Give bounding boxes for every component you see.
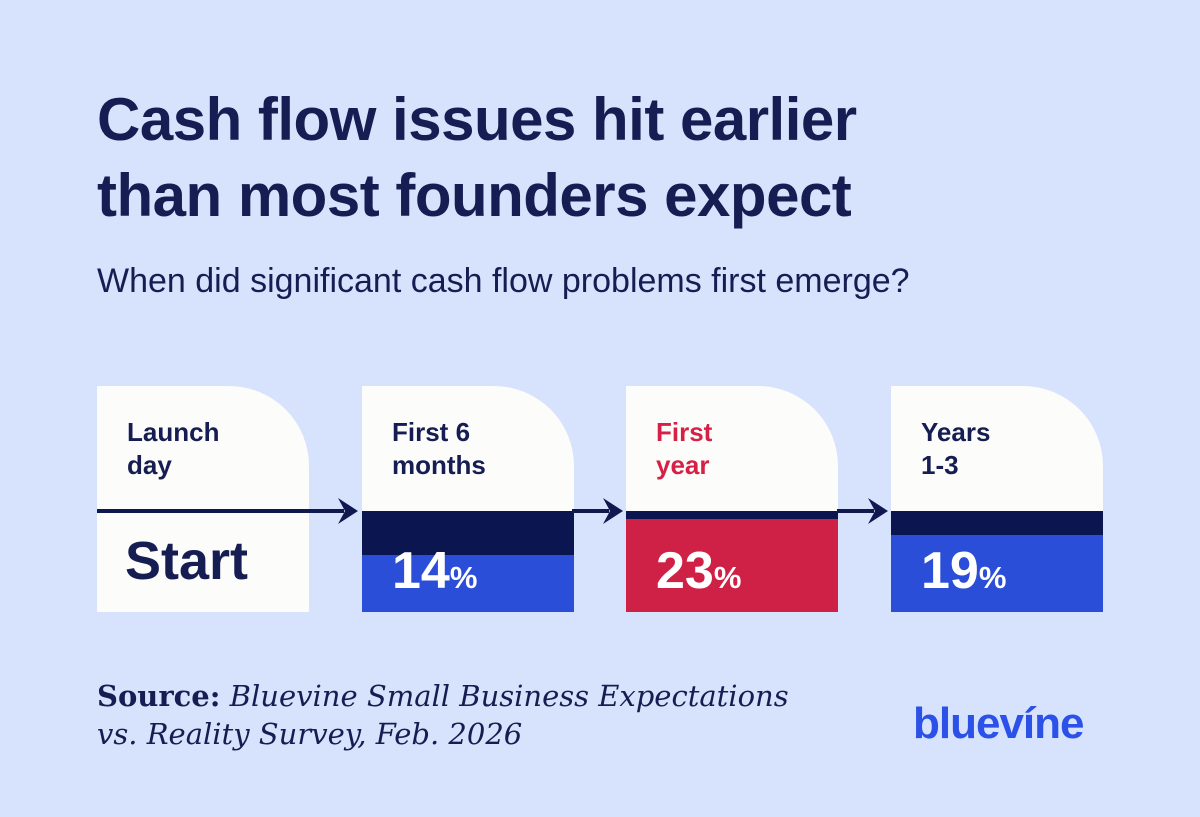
card-label: Years 1-3 bbox=[921, 417, 991, 481]
card-label: First 6 months bbox=[392, 417, 486, 481]
value-label: 23% bbox=[656, 542, 742, 600]
survey-question: When did significant cash flow problems … bbox=[97, 262, 910, 300]
source-label: Source: bbox=[97, 679, 221, 713]
start-label: Start bbox=[125, 531, 249, 591]
arrow-right-icon bbox=[97, 498, 358, 524]
card-first-year: First year 23% bbox=[626, 386, 838, 612]
arrow-right-icon bbox=[837, 498, 888, 524]
card-label: First year bbox=[656, 417, 713, 481]
bar-navy-band bbox=[626, 511, 838, 612]
bar-fill-blue bbox=[362, 555, 574, 612]
value-label: 14% bbox=[392, 542, 478, 600]
card-first-6-months: First 6 months 14% bbox=[362, 386, 574, 612]
card-launch-day: Launch day Start bbox=[97, 386, 309, 612]
card-years-1-3: Years 1-3 19% bbox=[891, 386, 1103, 612]
page-title: Cash flow issues hit earlier than most f… bbox=[97, 82, 857, 233]
bar-fill-red bbox=[626, 519, 838, 612]
source-text-line2: vs. Reality Survey, Feb. 2026 bbox=[97, 716, 523, 751]
bluevine-logo: bluevíne bbox=[913, 699, 1084, 748]
source-note: Source: Bluevine Small Business Expectat… bbox=[97, 678, 789, 753]
bar-navy-band bbox=[891, 511, 1103, 612]
title-line-2: than most founders expect bbox=[97, 161, 852, 229]
card-label: Launch day bbox=[127, 417, 220, 481]
title-line-1: Cash flow issues hit earlier bbox=[97, 86, 857, 153]
arrow-right-icon bbox=[572, 498, 623, 524]
bar-fill-blue bbox=[891, 535, 1103, 612]
source-text-line1: Bluevine Small Business Expectations bbox=[220, 679, 789, 713]
value-label: 19% bbox=[921, 542, 1007, 600]
bar-navy-band bbox=[362, 511, 574, 612]
